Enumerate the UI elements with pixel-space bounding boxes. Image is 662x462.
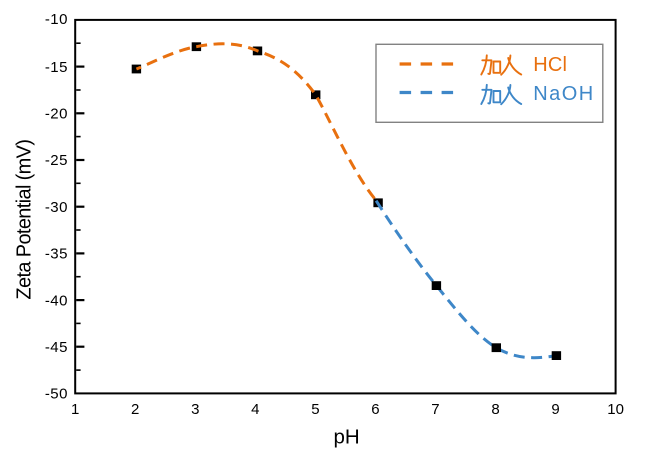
svg-text:-20: -20	[45, 106, 68, 123]
svg-text:3: 3	[191, 401, 199, 418]
svg-text:-35: -35	[45, 246, 68, 263]
svg-text:NaOH: NaOH	[533, 83, 595, 105]
svg-text:6: 6	[371, 401, 379, 418]
svg-text:1: 1	[71, 401, 79, 418]
svg-text:8: 8	[491, 401, 499, 418]
svg-text:-50: -50	[45, 386, 68, 403]
svg-text:HCl: HCl	[533, 54, 567, 76]
svg-text:-40: -40	[45, 292, 68, 309]
svg-text:-15: -15	[45, 59, 68, 76]
svg-text:-10: -10	[45, 11, 68, 28]
svg-text:5: 5	[311, 401, 319, 418]
svg-text:10: 10	[607, 401, 624, 418]
svg-text:9: 9	[551, 401, 559, 418]
svg-text:2: 2	[131, 401, 139, 418]
svg-text:4: 4	[251, 401, 259, 418]
svg-text:7: 7	[431, 401, 439, 418]
svg-text:Zeta Potential (mV): Zeta Potential (mV)	[14, 140, 36, 300]
svg-text:-45: -45	[45, 339, 68, 356]
svg-text:-30: -30	[45, 199, 68, 216]
svg-text:pH: pH	[333, 425, 359, 448]
svg-text:-25: -25	[45, 152, 68, 169]
